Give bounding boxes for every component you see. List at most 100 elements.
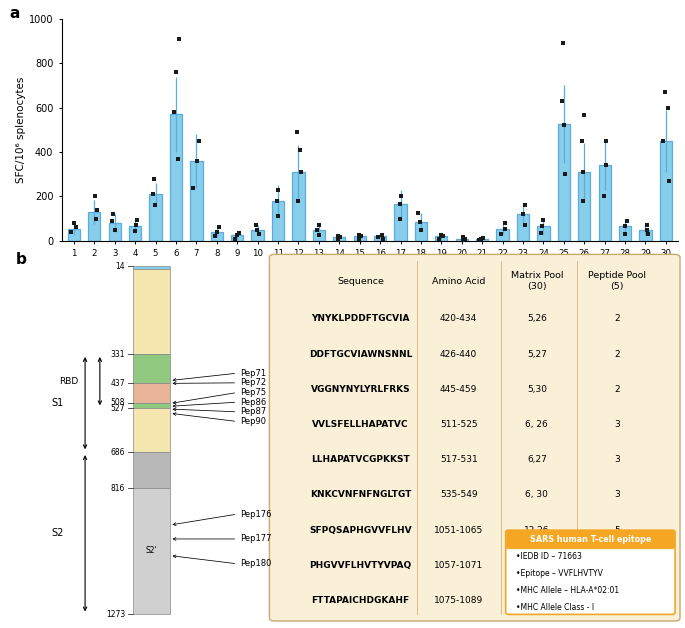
Text: S1: S1 bbox=[51, 398, 64, 408]
Bar bbox=[251, 230, 264, 241]
Text: b: b bbox=[15, 252, 26, 267]
Bar bbox=[109, 223, 121, 241]
Bar bbox=[231, 236, 243, 241]
Point bbox=[621, 216, 632, 226]
Text: Pep75: Pep75 bbox=[240, 388, 266, 397]
Bar bbox=[88, 212, 101, 241]
Bar bbox=[619, 226, 631, 241]
Bar bbox=[133, 403, 169, 408]
Point bbox=[619, 221, 630, 231]
Text: 420-434: 420-434 bbox=[440, 315, 477, 323]
Bar bbox=[476, 239, 488, 241]
Text: PHGVVFLHVTYVPAQ: PHGVVFLHVTYVPAQ bbox=[310, 561, 412, 570]
Text: •IEDB ID – 71663: •IEDB ID – 71663 bbox=[516, 552, 582, 561]
Text: 6, 30: 6, 30 bbox=[525, 490, 548, 499]
Legend: INO-4800 10μg: INO-4800 10μg bbox=[318, 317, 422, 335]
Point bbox=[108, 209, 119, 219]
Bar bbox=[133, 354, 169, 383]
Point bbox=[314, 230, 325, 241]
Point bbox=[214, 222, 225, 232]
Point bbox=[66, 227, 77, 237]
Text: 12,26: 12,26 bbox=[524, 526, 549, 534]
Text: Pep71: Pep71 bbox=[240, 369, 266, 377]
Text: Peptide Pool
(5): Peptide Pool (5) bbox=[588, 271, 646, 291]
Text: Pep87: Pep87 bbox=[240, 408, 266, 416]
Text: Sequence: Sequence bbox=[337, 276, 384, 286]
Point bbox=[333, 235, 344, 245]
Text: FTTAPAICHDGKAHF: FTTAPAICHDGKAHF bbox=[312, 596, 410, 605]
Bar bbox=[133, 269, 169, 354]
Point bbox=[90, 214, 101, 224]
Text: SARS human T-cell epitope: SARS human T-cell epitope bbox=[530, 535, 651, 544]
Point bbox=[416, 225, 427, 235]
Bar bbox=[68, 229, 80, 241]
Point bbox=[641, 225, 652, 235]
Point bbox=[147, 189, 158, 199]
Point bbox=[662, 102, 673, 112]
Bar bbox=[374, 236, 386, 241]
Bar bbox=[133, 488, 169, 614]
Bar bbox=[133, 266, 169, 269]
Point bbox=[537, 221, 548, 231]
Point bbox=[395, 214, 406, 224]
Text: 816: 816 bbox=[111, 484, 125, 492]
Point bbox=[373, 232, 384, 242]
Bar bbox=[639, 230, 651, 241]
Point bbox=[577, 196, 588, 206]
Point bbox=[194, 136, 205, 146]
Point bbox=[415, 217, 426, 227]
Text: 331: 331 bbox=[111, 350, 125, 359]
FancyBboxPatch shape bbox=[506, 530, 675, 614]
Point bbox=[232, 230, 243, 241]
Point bbox=[354, 234, 365, 244]
Text: 2: 2 bbox=[614, 350, 620, 359]
Text: Pep177: Pep177 bbox=[240, 534, 272, 543]
Point bbox=[412, 208, 423, 218]
Point bbox=[312, 225, 323, 235]
Point bbox=[70, 222, 81, 232]
Point bbox=[556, 96, 567, 106]
Bar bbox=[272, 201, 284, 241]
Text: 5: 5 bbox=[614, 526, 620, 534]
Point bbox=[520, 200, 531, 210]
Text: 686: 686 bbox=[111, 448, 125, 457]
Text: VGGNYNYLYRLFRKS: VGGNYNYLYRLFRKS bbox=[311, 385, 410, 394]
Point bbox=[173, 154, 184, 164]
Text: 6,27: 6,27 bbox=[527, 455, 547, 464]
Bar bbox=[133, 408, 169, 452]
Bar bbox=[292, 172, 305, 241]
Text: Pep86: Pep86 bbox=[240, 398, 266, 407]
Text: 5,27: 5,27 bbox=[527, 350, 547, 359]
Point bbox=[132, 215, 142, 225]
Text: 5,26: 5,26 bbox=[527, 315, 547, 323]
Text: Matrix Pool
(30): Matrix Pool (30) bbox=[510, 271, 563, 291]
Text: SFPQSAPHGVVFLHV: SFPQSAPHGVVFLHV bbox=[309, 526, 412, 534]
Bar bbox=[660, 141, 672, 241]
Point bbox=[520, 220, 531, 230]
Text: 1051-1065: 1051-1065 bbox=[434, 526, 484, 534]
Point bbox=[210, 231, 221, 241]
Point bbox=[192, 156, 203, 166]
Bar bbox=[415, 222, 427, 241]
Point bbox=[500, 224, 511, 234]
Bar bbox=[333, 237, 345, 241]
Text: •MHC Allele – HLA-A*02:01: •MHC Allele – HLA-A*02:01 bbox=[516, 586, 619, 595]
Text: 5: 5 bbox=[614, 561, 620, 570]
Bar bbox=[517, 214, 529, 241]
Point bbox=[500, 218, 511, 228]
Text: 3: 3 bbox=[614, 490, 620, 499]
Point bbox=[477, 232, 488, 242]
Point bbox=[601, 160, 612, 170]
Bar bbox=[190, 161, 203, 241]
Point bbox=[434, 234, 445, 244]
Bar bbox=[456, 239, 468, 241]
Point bbox=[558, 121, 569, 131]
Point bbox=[295, 167, 306, 177]
Text: 527: 527 bbox=[111, 404, 125, 413]
Text: Pep176: Pep176 bbox=[240, 509, 272, 519]
FancyBboxPatch shape bbox=[506, 531, 675, 549]
Text: 1273: 1273 bbox=[106, 610, 125, 619]
FancyBboxPatch shape bbox=[269, 254, 680, 621]
Point bbox=[599, 192, 610, 202]
Y-axis label: SFC/10⁶ splenocytes: SFC/10⁶ splenocytes bbox=[16, 77, 26, 183]
